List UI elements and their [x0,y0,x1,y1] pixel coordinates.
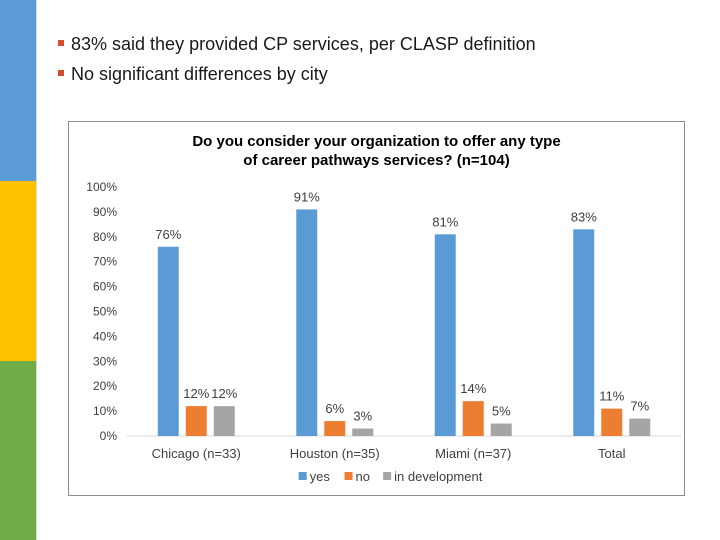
legend-label: in development [394,469,483,484]
accent-divider [36,0,37,540]
data-label: 76% [155,227,181,242]
legend-swatch [383,472,392,480]
data-label: 12% [183,386,209,401]
bar-no [462,401,484,436]
y-tick-label: 0% [100,429,118,443]
y-tick-label: 60% [93,280,117,294]
data-label: 14% [460,381,486,396]
legend-label: no [356,469,370,484]
chart-title-line: of career pathways services? (n=104) [243,152,510,169]
legend-swatch [344,472,353,480]
accent-bar-blue [0,0,36,181]
x-tick-label: Miami (n=37) [435,446,511,461]
y-tick-label: 80% [93,230,117,244]
y-tick-label: 100% [86,180,117,194]
x-tick-label: Total [598,446,626,461]
bar-yes [573,229,595,436]
y-tick-label: 70% [93,255,117,269]
y-tick-label: 30% [93,354,117,368]
bar-no [601,408,623,436]
chart-frame: Do you consider your organization to off… [68,121,685,496]
y-tick-label: 10% [93,404,117,418]
bullet-square-icon [58,40,64,47]
data-label: 81% [432,214,458,229]
y-tick-label: 20% [93,379,117,393]
bar-in-development [352,428,374,436]
data-label: 83% [571,209,597,224]
legend-swatch [298,472,307,480]
data-label: 5% [492,404,511,419]
data-label: 11% [599,389,624,404]
bullet-list: 83% said they provided CP services, per … [58,32,536,92]
data-label: 91% [294,189,320,204]
data-label: 6% [325,401,344,416]
bar-no [185,406,207,436]
accent-bar-yellow [0,181,36,361]
accent-bar-green [0,361,36,540]
bar-in-development [213,406,235,436]
bar-in-development [629,418,651,436]
data-label: 12% [211,386,237,401]
bar-in-development [490,423,512,436]
legend-label: yes [310,469,331,484]
bullet-square-icon [58,70,64,77]
x-tick-label: Chicago (n=33) [152,446,241,461]
bullet-text: No significant differences by city [71,64,328,84]
bullet-item: No significant differences by city [58,62,536,92]
bullet-item: 83% said they provided CP services, per … [58,32,536,62]
data-label: 7% [630,399,649,414]
y-tick-label: 90% [93,205,117,219]
bar-yes [434,234,456,436]
chart-title-line: Do you consider your organization to off… [192,133,561,150]
bar-chart: 0%10%20%30%40%50%60%70%80%90%100%76%12% 1… [86,180,681,484]
bar-no [324,421,346,436]
y-tick-label: 50% [93,305,117,319]
y-tick-label: 40% [93,329,117,343]
bar-yes [296,209,318,436]
chart-title: Do you consider your organization to off… [69,132,684,170]
bullet-text: 83% said they provided CP services, per … [71,34,536,54]
x-tick-label: Houston (n=35) [290,446,380,461]
data-label: 3% [353,409,372,424]
bar-yes [157,246,179,436]
